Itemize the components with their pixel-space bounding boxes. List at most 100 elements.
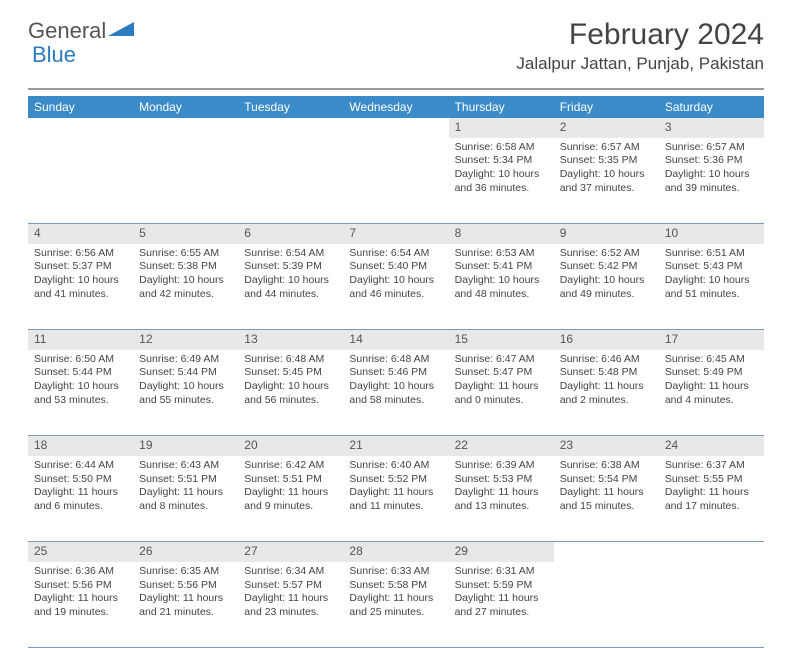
sunrise-text: Sunrise: 6:50 AM <box>34 353 127 367</box>
calendar-table: SundayMondayTuesdayWednesdayThursdayFrid… <box>28 96 764 648</box>
day-number <box>343 118 448 122</box>
calendar-cell: Sunrise: 6:38 AMSunset: 5:54 PMDaylight:… <box>554 456 659 542</box>
day-number <box>659 542 764 546</box>
sunset-text: Sunset: 5:44 PM <box>139 366 232 380</box>
sunrise-text: Sunrise: 6:48 AM <box>244 353 337 367</box>
calendar-cell: Sunrise: 6:55 AMSunset: 5:38 PMDaylight:… <box>133 244 238 330</box>
daylight-text: Daylight: 11 hours and 19 minutes. <box>34 592 127 619</box>
sunrise-text: Sunrise: 6:39 AM <box>455 459 548 473</box>
logo: General <box>28 18 136 44</box>
calendar-cell: Sunrise: 6:48 AMSunset: 5:45 PMDaylight:… <box>238 350 343 436</box>
sunrise-text: Sunrise: 6:47 AM <box>455 353 548 367</box>
daylight-text: Daylight: 11 hours and 4 minutes. <box>665 380 758 407</box>
day-number <box>133 118 238 122</box>
logo-triangle-icon <box>108 20 134 43</box>
calendar-cell: Sunrise: 6:54 AMSunset: 5:39 PMDaylight:… <box>238 244 343 330</box>
daylight-text: Daylight: 11 hours and 23 minutes. <box>244 592 337 619</box>
logo-text-general: General <box>28 18 106 44</box>
daylight-text: Daylight: 10 hours and 46 minutes. <box>349 274 442 301</box>
calendar-cell: Sunrise: 6:33 AMSunset: 5:58 PMDaylight:… <box>343 562 448 648</box>
day-header: Monday <box>133 96 238 118</box>
sunrise-text: Sunrise: 6:46 AM <box>560 353 653 367</box>
calendar-cell <box>238 138 343 224</box>
day-number: 17 <box>659 330 764 350</box>
daylight-text: Daylight: 10 hours and 41 minutes. <box>34 274 127 301</box>
daylight-text: Daylight: 11 hours and 15 minutes. <box>560 486 653 513</box>
sunrise-text: Sunrise: 6:37 AM <box>665 459 758 473</box>
sunset-text: Sunset: 5:51 PM <box>244 473 337 487</box>
sunrise-text: Sunrise: 6:35 AM <box>139 565 232 579</box>
day-number <box>238 118 343 122</box>
daylight-text: Daylight: 11 hours and 11 minutes. <box>349 486 442 513</box>
daylight-text: Daylight: 11 hours and 8 minutes. <box>139 486 232 513</box>
logo-text-blue: Blue <box>32 42 76 67</box>
sunset-text: Sunset: 5:44 PM <box>34 366 127 380</box>
sunrise-text: Sunrise: 6:56 AM <box>34 247 127 261</box>
day-number: 26 <box>133 542 238 562</box>
day-number: 2 <box>554 118 659 138</box>
day-number: 29 <box>449 542 554 562</box>
sunrise-text: Sunrise: 6:43 AM <box>139 459 232 473</box>
sunset-text: Sunset: 5:51 PM <box>139 473 232 487</box>
daylight-text: Daylight: 10 hours and 51 minutes. <box>665 274 758 301</box>
calendar-cell: Sunrise: 6:57 AMSunset: 5:35 PMDaylight:… <box>554 138 659 224</box>
daylight-text: Daylight: 10 hours and 44 minutes. <box>244 274 337 301</box>
calendar-cell <box>554 562 659 648</box>
day-number: 14 <box>343 330 448 350</box>
sunset-text: Sunset: 5:34 PM <box>455 154 548 168</box>
day-header: Saturday <box>659 96 764 118</box>
day-header: Thursday <box>449 96 554 118</box>
sunset-text: Sunset: 5:49 PM <box>665 366 758 380</box>
sunrise-text: Sunrise: 6:57 AM <box>665 141 758 155</box>
daylight-text: Daylight: 11 hours and 13 minutes. <box>455 486 548 513</box>
sunset-text: Sunset: 5:46 PM <box>349 366 442 380</box>
calendar-cell: Sunrise: 6:34 AMSunset: 5:57 PMDaylight:… <box>238 562 343 648</box>
calendar-cell: Sunrise: 6:39 AMSunset: 5:53 PMDaylight:… <box>449 456 554 542</box>
day-number: 12 <box>133 330 238 350</box>
calendar-cell: Sunrise: 6:51 AMSunset: 5:43 PMDaylight:… <box>659 244 764 330</box>
sunset-text: Sunset: 5:50 PM <box>34 473 127 487</box>
sunrise-text: Sunrise: 6:52 AM <box>560 247 653 261</box>
day-number: 25 <box>28 542 133 562</box>
calendar-cell: Sunrise: 6:42 AMSunset: 5:51 PMDaylight:… <box>238 456 343 542</box>
sunrise-text: Sunrise: 6:48 AM <box>349 353 442 367</box>
sunrise-text: Sunrise: 6:34 AM <box>244 565 337 579</box>
sunrise-text: Sunrise: 6:53 AM <box>455 247 548 261</box>
sunrise-text: Sunrise: 6:54 AM <box>244 247 337 261</box>
sunrise-text: Sunrise: 6:54 AM <box>349 247 442 261</box>
sunset-text: Sunset: 5:57 PM <box>244 579 337 593</box>
sunrise-text: Sunrise: 6:49 AM <box>139 353 232 367</box>
day-number: 7 <box>343 224 448 244</box>
header: General February 2024 Jalalpur Jattan, P… <box>0 0 792 82</box>
daylight-text: Daylight: 11 hours and 17 minutes. <box>665 486 758 513</box>
sunrise-text: Sunrise: 6:31 AM <box>455 565 548 579</box>
calendar-cell: Sunrise: 6:47 AMSunset: 5:47 PMDaylight:… <box>449 350 554 436</box>
calendar-cell: Sunrise: 6:58 AMSunset: 5:34 PMDaylight:… <box>449 138 554 224</box>
sunrise-text: Sunrise: 6:55 AM <box>139 247 232 261</box>
calendar-cell: Sunrise: 6:48 AMSunset: 5:46 PMDaylight:… <box>343 350 448 436</box>
day-number: 5 <box>133 224 238 244</box>
calendar-cell: Sunrise: 6:56 AMSunset: 5:37 PMDaylight:… <box>28 244 133 330</box>
calendar-cell: Sunrise: 6:37 AMSunset: 5:55 PMDaylight:… <box>659 456 764 542</box>
daylight-text: Daylight: 10 hours and 58 minutes. <box>349 380 442 407</box>
sunset-text: Sunset: 5:40 PM <box>349 260 442 274</box>
sunrise-text: Sunrise: 6:45 AM <box>665 353 758 367</box>
calendar-cell: Sunrise: 6:57 AMSunset: 5:36 PMDaylight:… <box>659 138 764 224</box>
sunset-text: Sunset: 5:36 PM <box>665 154 758 168</box>
daylight-text: Daylight: 10 hours and 53 minutes. <box>34 380 127 407</box>
day-number: 6 <box>238 224 343 244</box>
daylight-text: Daylight: 10 hours and 55 minutes. <box>139 380 232 407</box>
day-header: Friday <box>554 96 659 118</box>
logo-blue-row: Blue <box>32 42 76 68</box>
calendar-cell: Sunrise: 6:43 AMSunset: 5:51 PMDaylight:… <box>133 456 238 542</box>
day-number: 19 <box>133 436 238 456</box>
calendar-cell: Sunrise: 6:36 AMSunset: 5:56 PMDaylight:… <box>28 562 133 648</box>
daylight-text: Daylight: 10 hours and 56 minutes. <box>244 380 337 407</box>
calendar-cell: Sunrise: 6:40 AMSunset: 5:52 PMDaylight:… <box>343 456 448 542</box>
sunset-text: Sunset: 5:43 PM <box>665 260 758 274</box>
day-number: 24 <box>659 436 764 456</box>
day-number: 4 <box>28 224 133 244</box>
day-number: 10 <box>659 224 764 244</box>
sunset-text: Sunset: 5:48 PM <box>560 366 653 380</box>
day-header: Wednesday <box>343 96 448 118</box>
